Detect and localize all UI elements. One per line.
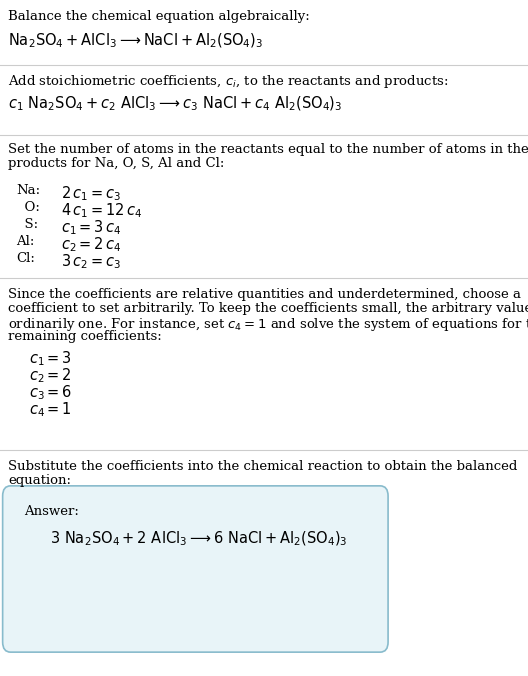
- Text: Al:: Al:: [16, 235, 34, 248]
- Text: equation:: equation:: [8, 474, 71, 487]
- Text: $c_1 = 3$: $c_1 = 3$: [29, 349, 72, 368]
- Text: S:: S:: [16, 218, 38, 231]
- Text: Cl:: Cl:: [16, 252, 35, 265]
- Text: $c_4 = 1$: $c_4 = 1$: [29, 400, 72, 418]
- FancyBboxPatch shape: [3, 486, 388, 652]
- Text: coefficient to set arbitrarily. To keep the coefficients small, the arbitrary va: coefficient to set arbitrarily. To keep …: [8, 302, 528, 315]
- Text: Balance the chemical equation algebraically:: Balance the chemical equation algebraica…: [8, 10, 309, 23]
- Text: O:: O:: [16, 201, 40, 214]
- Text: Answer:: Answer:: [24, 505, 79, 518]
- Text: $2\,c_1 = c_3$: $2\,c_1 = c_3$: [61, 184, 121, 203]
- Text: $\mathrm{Na_2SO_4 + AlCl_3 \longrightarrow NaCl + Al_2(SO_4)_3}$: $\mathrm{Na_2SO_4 + AlCl_3 \longrightarr…: [8, 32, 263, 51]
- Text: $c_3 = 6$: $c_3 = 6$: [29, 383, 72, 402]
- Text: $c_1\ \mathrm{Na_2SO_4} + c_2\ \mathrm{AlCl_3} \longrightarrow c_3\ \mathrm{NaCl: $c_1\ \mathrm{Na_2SO_4} + c_2\ \mathrm{A…: [8, 95, 342, 114]
- Text: products for Na, O, S, Al and Cl:: products for Na, O, S, Al and Cl:: [8, 157, 224, 170]
- Text: $c_2 = 2\,c_4$: $c_2 = 2\,c_4$: [61, 235, 121, 254]
- Text: Since the coefficients are relative quantities and underdetermined, choose a: Since the coefficients are relative quan…: [8, 288, 521, 301]
- Text: Substitute the coefficients into the chemical reaction to obtain the balanced: Substitute the coefficients into the che…: [8, 460, 517, 473]
- Text: ordinarily one. For instance, set $c_4 = 1$ and solve the system of equations fo: ordinarily one. For instance, set $c_4 =…: [8, 316, 528, 333]
- Text: $c_1 = 3\,c_4$: $c_1 = 3\,c_4$: [61, 218, 121, 237]
- Text: Set the number of atoms in the reactants equal to the number of atoms in the: Set the number of atoms in the reactants…: [8, 143, 528, 156]
- Text: Na:: Na:: [16, 184, 40, 197]
- Text: Add stoichiometric coefficients, $c_i$, to the reactants and products:: Add stoichiometric coefficients, $c_i$, …: [8, 73, 448, 90]
- Text: $3\ \mathrm{Na_2SO_4} + 2\ \mathrm{AlCl_3} \longrightarrow 6\ \mathrm{NaCl} + \m: $3\ \mathrm{Na_2SO_4} + 2\ \mathrm{AlCl_…: [50, 530, 348, 548]
- Text: $3\,c_2 = c_3$: $3\,c_2 = c_3$: [61, 252, 121, 270]
- Text: remaining coefficients:: remaining coefficients:: [8, 330, 162, 343]
- Text: $c_2 = 2$: $c_2 = 2$: [29, 366, 72, 385]
- Text: $4\,c_1 = 12\,c_4$: $4\,c_1 = 12\,c_4$: [61, 201, 142, 220]
